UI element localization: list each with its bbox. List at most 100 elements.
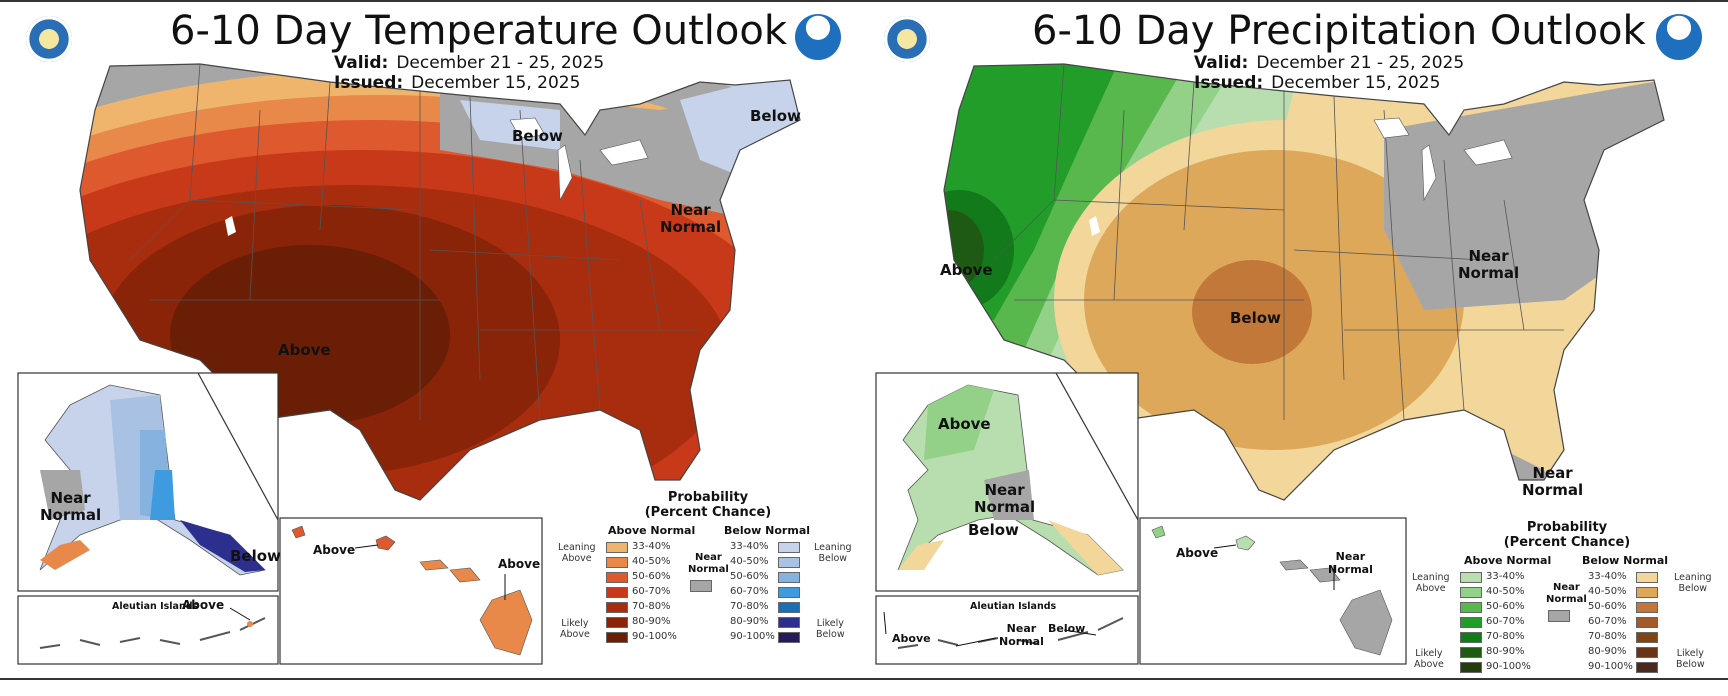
label-ak-above: Above [938, 415, 991, 433]
legend-below-range: 70-80% [730, 601, 769, 612]
legend-below-swatch [1636, 632, 1658, 643]
aleutian-islands-shape [39, 617, 266, 649]
legend-below-swatch [1636, 572, 1658, 583]
state-borders [129, 63, 700, 421]
legend-above-range: 40-50% [632, 556, 671, 567]
legend-below-range: 40-50% [730, 556, 769, 567]
legend-below-swatch [1636, 647, 1658, 658]
doc-seal-icon [26, 16, 72, 62]
legend-above-header: Above Normal [608, 524, 696, 537]
legend-below-swatch [1636, 662, 1658, 673]
legend-below-range: 90-100% [1588, 661, 1633, 672]
precipitation-legend: Probability (Percent Chance) Above Normal… [1412, 520, 1722, 673]
legend-below-range: 60-70% [730, 586, 769, 597]
great-lakes [509, 117, 649, 202]
legend-below-swatch [778, 617, 800, 628]
legend-above-range: 33-40% [1486, 571, 1525, 582]
legend-below-range: 40-50% [1588, 586, 1627, 597]
precipitation-map [875, 63, 1665, 665]
legend-below-swatch [1636, 587, 1658, 598]
label-aleutian-below: Below [1048, 622, 1086, 635]
legend-below-swatch [778, 572, 800, 583]
legend-likely-above: Likely Above [1414, 648, 1444, 670]
aleutian-inset [875, 595, 1139, 665]
great-salt-lake [225, 216, 236, 236]
legend-above-swatch [606, 542, 628, 553]
label-aleutian-above: Above [182, 598, 225, 612]
legend-above-range: 70-80% [632, 601, 671, 612]
legend-near-normal: Near Normal [1546, 582, 1587, 605]
bottom-border [0, 678, 1728, 680]
great-lakes [1373, 117, 1513, 202]
doc-seal-icon [884, 16, 930, 62]
legend-above-range: 90-100% [632, 631, 677, 642]
label-aleutian-near-normal: Near Normal [999, 622, 1044, 648]
legend-leaning-below: Leaning Below [814, 542, 852, 564]
label-hi-near-normal: Near Normal [1328, 550, 1373, 576]
legend-leaning-above: Leaning Above [1412, 572, 1450, 594]
label-ak-below: Below [230, 547, 281, 565]
legend-above-range: 33-40% [632, 541, 671, 552]
legend-below-range: 50-60% [1588, 601, 1627, 612]
label-aleutian-islands: Aleutian Islands [970, 601, 1057, 612]
label-hi-above: Above [1176, 546, 1219, 560]
legend-heading: Probability (Percent Chance) [1503, 520, 1631, 550]
label-ak-near-normal: Near Normal [974, 481, 1036, 516]
legend-above-swatch [606, 587, 628, 598]
temperature-legend: Probability (Percent Chance) Above Normal… [558, 490, 858, 670]
temperature-outlook-panel: 6-10 Day Temperature Outlook Valid: Decem… [0, 0, 864, 680]
legend-below-range: 80-90% [730, 616, 769, 627]
valid-line: Valid: December 21 - 25, 2025 [334, 53, 605, 73]
legend-above-header: Above Normal [1464, 554, 1552, 567]
legend-above-swatch [606, 632, 628, 643]
legend-likely-below: Likely Below [816, 618, 845, 640]
legend-above-swatch [1460, 602, 1482, 613]
legend-leaning-below: Leaning Below [1674, 572, 1712, 594]
legend-below-swatch [778, 632, 800, 643]
legend-heading: Probability (Percent Chance) [644, 490, 772, 520]
legend-above-range: 50-60% [1486, 601, 1525, 612]
legend-above-range: 90-100% [1486, 661, 1531, 672]
legend-above-range: 40-50% [1486, 586, 1525, 597]
label-below-plains: Below [1230, 309, 1281, 327]
legend-below-swatch [1636, 602, 1658, 613]
precipitation-title: 6-10 Day Precipitation Outlook [1032, 8, 1646, 54]
legend-above-swatch [1460, 662, 1482, 673]
legend-above-range: 80-90% [1486, 646, 1525, 657]
legend-above-range: 50-60% [632, 571, 671, 582]
big-island-shape [1339, 589, 1393, 656]
legend-below-swatch [778, 557, 800, 568]
label-below-greatlakes: Below [512, 127, 563, 145]
legend-below-range: 60-70% [1588, 616, 1627, 627]
top-border [0, 0, 1728, 2]
label-aleutian-above: Above [892, 632, 931, 645]
legend-below-swatch [1636, 617, 1658, 628]
legend-below-swatch [778, 587, 800, 598]
state-borders [993, 63, 1564, 421]
legend-near-swatch [690, 580, 712, 592]
label-ak-near-normal: Near Normal [40, 489, 102, 524]
legend-below-range: 70-80% [1588, 631, 1627, 642]
legend-above-swatch [1460, 647, 1482, 658]
label-near-normal-florida: Near Normal [1522, 464, 1584, 499]
legend-below-range: 33-40% [730, 541, 769, 552]
label-near-normal-ohio: Near Normal [1458, 247, 1520, 282]
aleutian-inset [17, 595, 279, 665]
legend-leaning-above: Leaning Above [558, 542, 596, 564]
noaa-logo-icon [795, 14, 841, 60]
legend-near-normal: Near Normal [688, 552, 729, 575]
legend-above-swatch [1460, 632, 1482, 643]
issued-line: Issued: December 15, 2025 [334, 73, 581, 93]
label-near-normal-northeast: Near Normal [660, 201, 722, 236]
precipitation-outlook-panel: 6-10 Day Precipitation Outlook Valid: Dec… [864, 0, 1728, 680]
legend-above-swatch [1460, 572, 1482, 583]
label-hi-above-east: Above [498, 557, 541, 571]
legend-above-swatch [606, 557, 628, 568]
noaa-logo-icon [1656, 14, 1702, 60]
legend-above-range: 60-70% [1486, 616, 1525, 627]
temperature-map [17, 63, 801, 665]
temperature-title: 6-10 Day Temperature Outlook [170, 8, 788, 54]
legend-below-range: 90-100% [730, 631, 775, 642]
legend-below-header: Below Normal [724, 524, 811, 537]
legend-likely-above: Likely Above [560, 618, 590, 640]
